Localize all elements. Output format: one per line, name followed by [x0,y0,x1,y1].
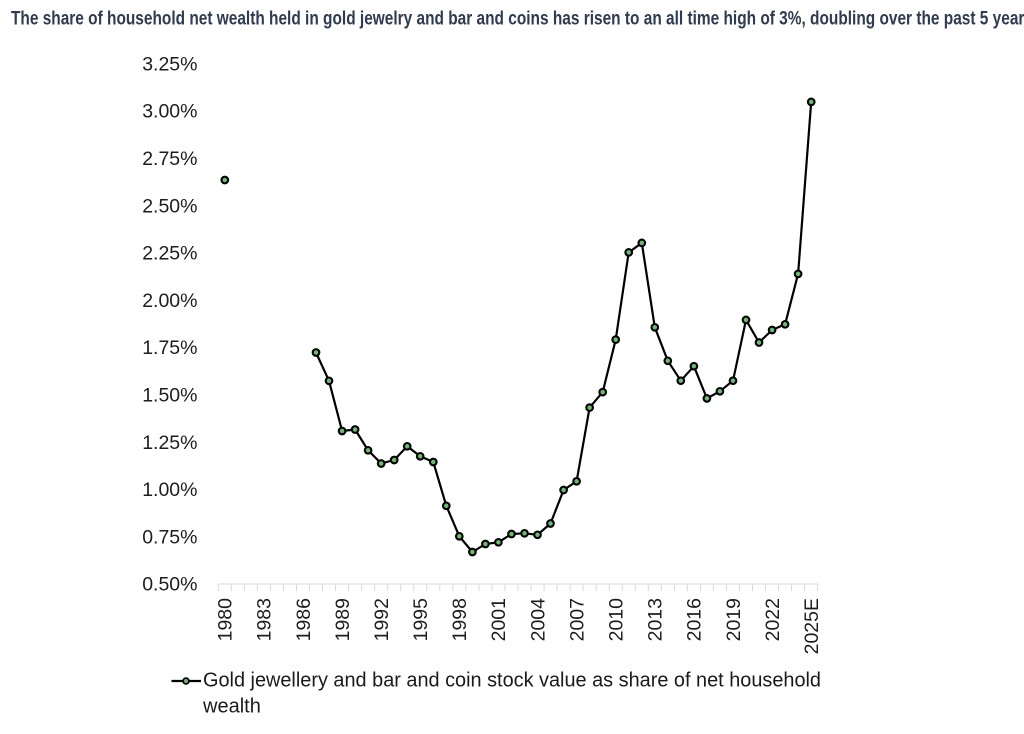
svg-text:2025E: 2025E [801,598,823,654]
svg-text:1.25%: 1.25% [142,432,197,454]
svg-text:2001: 2001 [488,598,510,641]
svg-text:wealth: wealth [202,696,261,718]
svg-text:1980: 1980 [215,598,237,642]
svg-text:1.75%: 1.75% [142,337,197,359]
svg-text:2022: 2022 [762,598,784,641]
svg-text:0.50%: 0.50% [142,574,197,596]
svg-text:2.25%: 2.25% [142,243,197,265]
svg-text:3.25%: 3.25% [142,53,197,75]
svg-text:1995: 1995 [410,598,432,642]
svg-text:3.00%: 3.00% [142,101,197,123]
svg-text:2004: 2004 [527,598,549,642]
svg-text:2007: 2007 [566,598,588,641]
svg-text:2016: 2016 [684,598,706,641]
svg-text:The share of household net wea: The share of household net wealth held i… [11,8,1024,30]
svg-text:2.50%: 2.50% [142,195,197,217]
svg-text:1.00%: 1.00% [142,479,197,501]
svg-text:2.00%: 2.00% [142,290,197,312]
svg-text:1992: 1992 [371,598,393,641]
svg-text:2013: 2013 [645,598,667,641]
svg-text:1.50%: 1.50% [142,385,197,407]
svg-text:2019: 2019 [723,598,745,641]
svg-text:0.75%: 0.75% [142,526,197,548]
svg-text:1998: 1998 [449,598,471,641]
svg-text:2010: 2010 [606,598,628,642]
svg-text:2.75%: 2.75% [142,148,197,170]
svg-text:1983: 1983 [254,598,276,641]
svg-text:Gold jewellery and bar and coi: Gold jewellery and bar and coin stock va… [203,670,821,692]
svg-text:1989: 1989 [332,598,354,641]
svg-text:1986: 1986 [293,598,315,641]
